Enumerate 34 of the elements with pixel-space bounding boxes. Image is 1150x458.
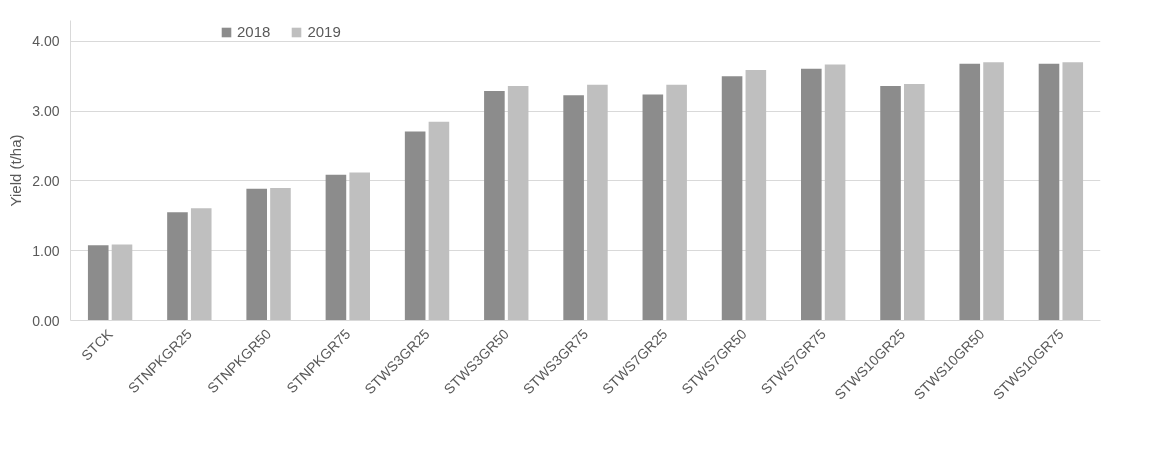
bar xyxy=(563,95,584,321)
bar xyxy=(507,86,529,321)
y-tick-label: 2.00 xyxy=(32,172,60,189)
y-tick-label: 3.00 xyxy=(32,103,60,120)
legend-label: 2018 xyxy=(237,23,271,40)
bar xyxy=(642,94,664,321)
bar xyxy=(983,62,1004,321)
y-tick-label: 0.00 xyxy=(32,312,60,329)
bar xyxy=(167,212,188,321)
bar xyxy=(484,90,505,321)
bar xyxy=(880,86,901,321)
bar xyxy=(111,244,133,321)
y-tick-label: 1.00 xyxy=(32,242,60,259)
bar xyxy=(1062,62,1084,321)
bar xyxy=(246,188,267,321)
bar xyxy=(404,131,426,321)
bar xyxy=(666,84,687,321)
bar xyxy=(190,208,212,321)
bar xyxy=(587,84,608,321)
bar xyxy=(745,70,767,321)
bar xyxy=(270,187,291,321)
bar xyxy=(87,245,109,321)
bar xyxy=(325,174,347,321)
bar xyxy=(1038,63,1060,321)
bar xyxy=(959,63,981,321)
bar xyxy=(824,64,846,321)
y-axis-title: Yield (t/ha) xyxy=(7,134,25,207)
bar xyxy=(428,121,450,321)
legend-label: 2019 xyxy=(307,23,341,40)
y-tick-label: 4.00 xyxy=(32,33,60,50)
bar xyxy=(349,172,370,321)
bar xyxy=(721,76,743,321)
bar xyxy=(801,68,822,321)
bar xyxy=(904,83,925,321)
